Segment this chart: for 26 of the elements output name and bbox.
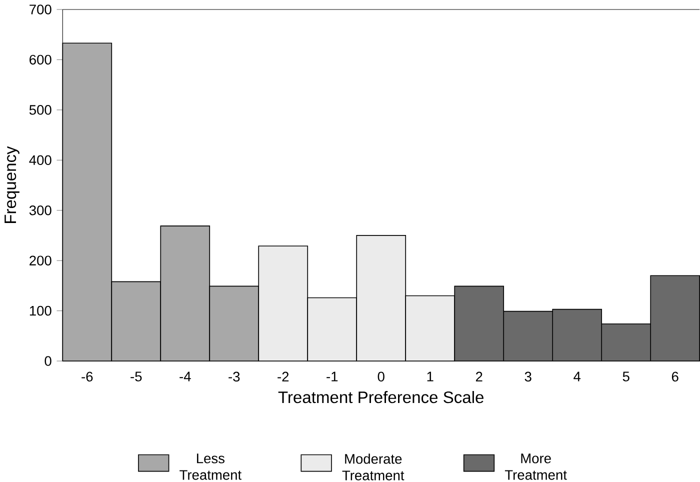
y-tick-label: 100 xyxy=(30,306,52,316)
x-tick-label: -5 xyxy=(130,372,142,382)
y-tick-label: 0 xyxy=(44,356,52,366)
x-tick-label: 3 xyxy=(524,372,532,382)
x-axis-title: Treatment Preference Scale xyxy=(278,391,484,404)
x-tick-label: -2 xyxy=(278,372,289,382)
legend-label: Moderate Treatment xyxy=(342,454,404,480)
y-tick-label: 400 xyxy=(29,155,52,166)
x-tick-label: -3 xyxy=(228,372,240,382)
y-tick-label: 200 xyxy=(30,256,52,266)
legend-label: Less Treatment xyxy=(180,454,242,480)
x-tick-label: -6 xyxy=(82,372,93,382)
x-tick-label: 1 xyxy=(427,372,434,382)
y-tick-label: 300 xyxy=(29,206,52,216)
x-tick-label: 4 xyxy=(574,372,581,382)
x-tick-label: 2 xyxy=(476,372,482,382)
legend-label: More Treatment xyxy=(504,454,567,480)
y-tick-label: 700 xyxy=(30,4,52,14)
x-tick-label: 0 xyxy=(378,372,384,382)
y-axis-title: Frequency xyxy=(4,146,20,224)
x-tick-label: -1 xyxy=(326,372,338,382)
y-tick-label: 500 xyxy=(29,105,52,115)
y-tick-label: 600 xyxy=(30,54,52,65)
x-tick-label: 6 xyxy=(672,372,678,382)
x-tick-label: 5 xyxy=(622,372,630,382)
x-tick-label: -4 xyxy=(180,372,191,382)
